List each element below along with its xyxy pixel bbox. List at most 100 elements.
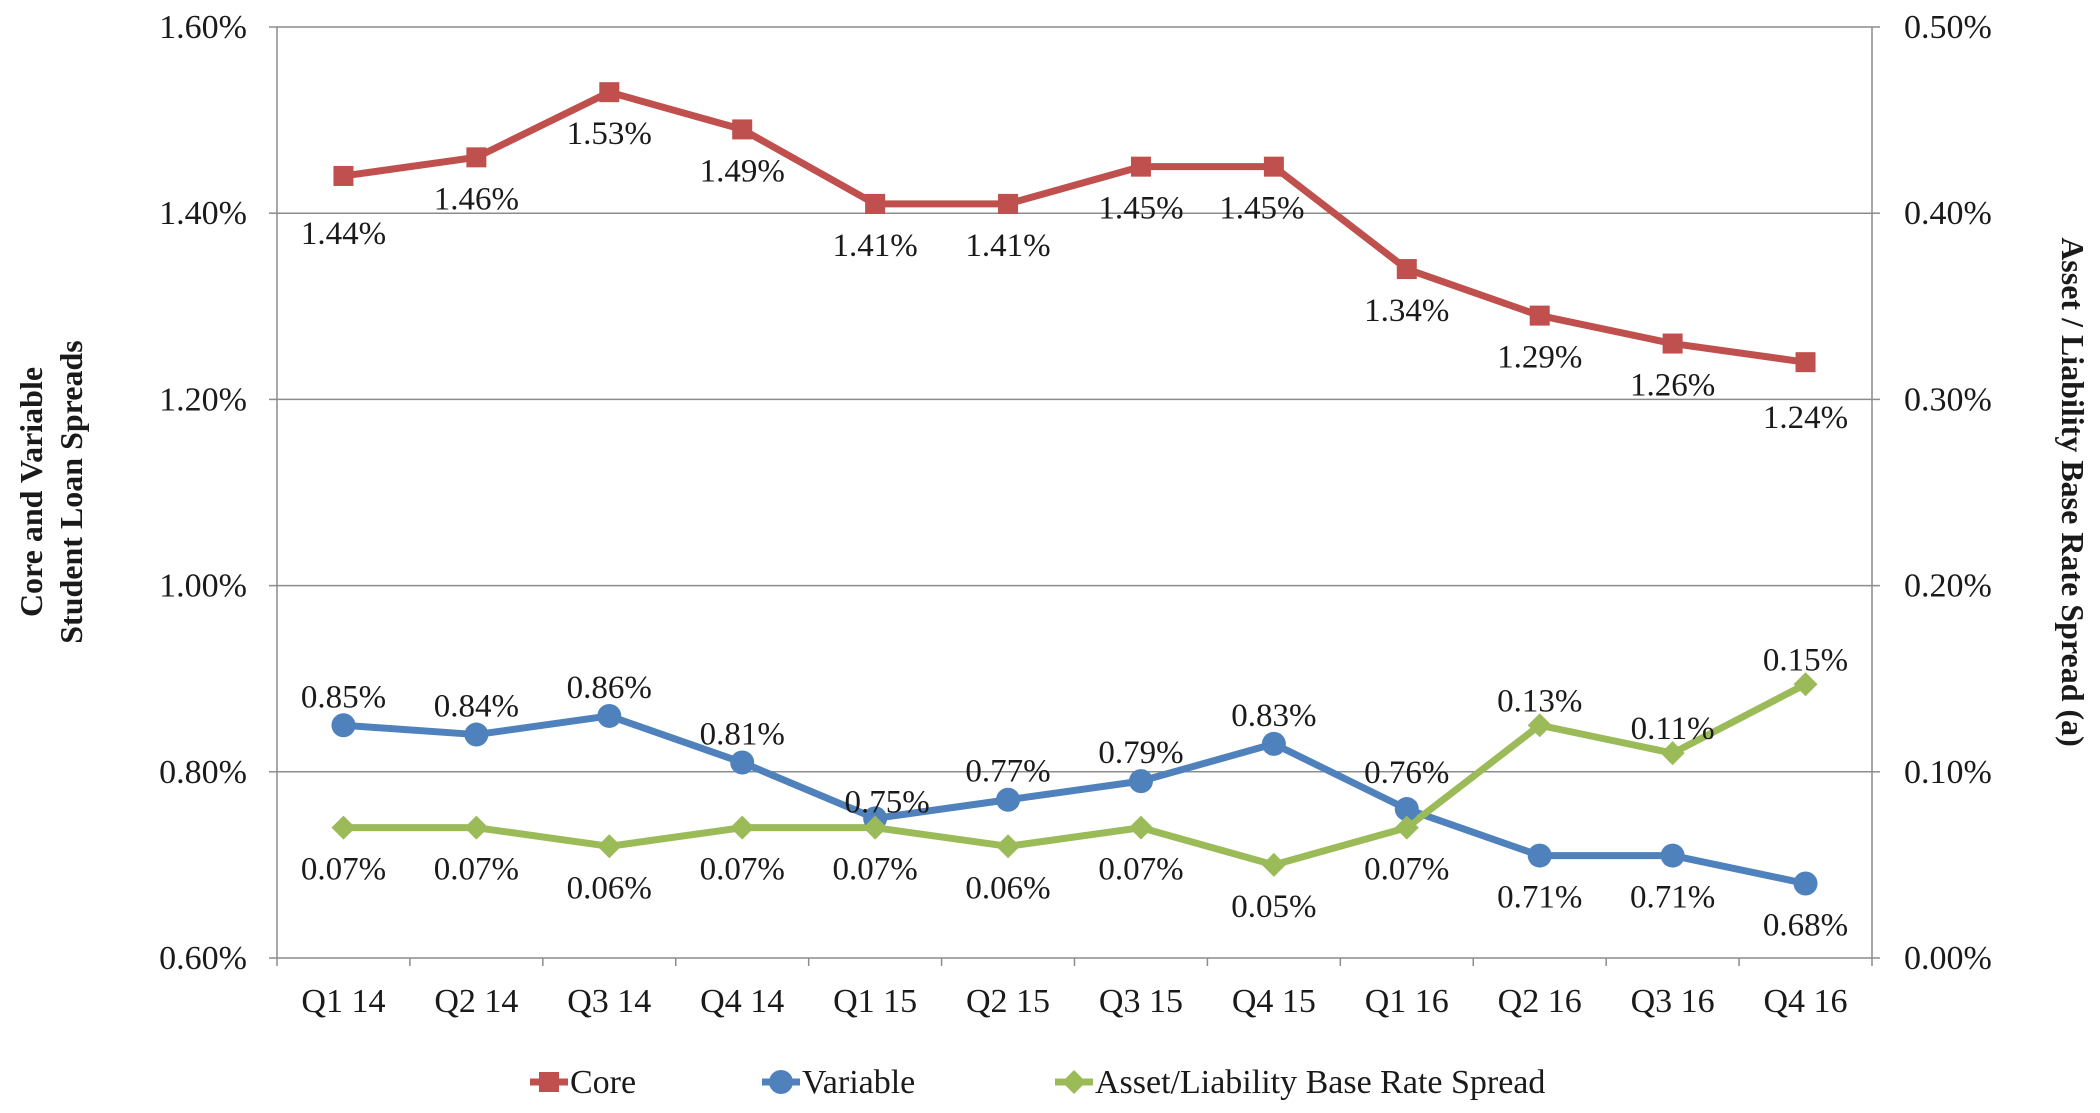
data-label: 0.06% — [965, 870, 1050, 906]
data-point — [730, 750, 755, 775]
data-point — [732, 119, 753, 140]
right-axis-ticks: 0.00% 0.10% 0.20% 0.30% 0.40% 0.50% — [1872, 9, 1992, 977]
data-label: 0.07% — [301, 852, 386, 888]
data-label: 0.71% — [1497, 880, 1582, 916]
data-label: 1.26% — [1630, 368, 1715, 404]
data-label: 0.13% — [1497, 683, 1582, 719]
right-tick-label: 0.20% — [1904, 568, 1992, 605]
axis-titles: Core and Variable Student Loan Spreads Ass… — [13, 237, 2091, 747]
data-label: 1.29% — [1497, 340, 1582, 376]
data-point — [865, 193, 886, 214]
data-point — [333, 165, 354, 186]
data-point — [597, 703, 622, 728]
series-line-core — [339, 88, 1810, 366]
data-label: 0.86% — [567, 670, 652, 706]
series-line-variable — [339, 712, 1810, 888]
data-point — [1261, 731, 1286, 756]
data-point — [1128, 769, 1153, 794]
x-category-label: Q1 14 — [301, 983, 385, 1020]
data-point — [331, 815, 356, 840]
left-tick-label: 1.00% — [159, 568, 247, 605]
legend-label: Core — [570, 1064, 636, 1101]
x-category-label: Q2 15 — [966, 983, 1050, 1020]
data-point — [599, 82, 620, 103]
left-axis-ticks: 0.60% 0.80% 1.00% 1.20% 1.40% 1.60% — [159, 9, 277, 977]
data-label: 1.41% — [833, 228, 918, 264]
data-point — [863, 815, 888, 840]
legend: Core Variable Asset/Liability Base Rate Sp… — [530, 1064, 1545, 1101]
data-point — [1793, 672, 1818, 697]
left-axis-title: Core and Variable Student Loan Spreads — [13, 340, 89, 644]
data-label: 0.68% — [1763, 908, 1848, 944]
right-tick-label: 0.00% — [1904, 940, 1992, 977]
gridlines — [277, 26, 1872, 773]
data-label: 0.85% — [301, 679, 386, 715]
data-label: 0.07% — [1098, 852, 1183, 888]
data-point — [1662, 333, 1683, 354]
data-label: 0.11% — [1631, 711, 1715, 747]
left-axis-title-line: Core and Variable — [13, 367, 49, 617]
legend-marker — [769, 1070, 793, 1094]
plot-frame — [276, 27, 1873, 959]
data-label: 1.45% — [1219, 191, 1304, 227]
data-labels: 1.44% 1.46% 1.53% 1.49% 1.41% 1.41% 1.45% 1.45%… — [301, 116, 1848, 943]
x-axis-categories: Q1 14 Q2 14 Q3 14 Q4 14 Q1 15 Q2 15 Q3 15 Q4 15… — [276, 958, 1873, 1020]
data-label: 0.05% — [1231, 889, 1316, 925]
data-label: 0.07% — [833, 852, 918, 888]
left-tick-label: 0.80% — [159, 754, 247, 791]
x-category-label: Q2 16 — [1498, 983, 1582, 1020]
left-tick-label: 0.60% — [159, 940, 247, 977]
x-category-label: Q2 14 — [434, 983, 518, 1020]
right-axis-title: Asset / Liability Base Rate Spread (a) — [2055, 237, 2091, 747]
data-point — [1793, 871, 1818, 896]
legend-marker — [539, 1072, 559, 1092]
data-point — [331, 713, 356, 738]
right-tick-label: 0.10% — [1904, 754, 1992, 791]
data-label: 0.06% — [567, 870, 652, 906]
data-point — [996, 787, 1021, 812]
data-label: 1.53% — [567, 116, 652, 152]
data-label: 0.07% — [434, 852, 519, 888]
data-point — [996, 834, 1021, 859]
data-label: 0.15% — [1763, 642, 1848, 678]
data-label: 0.81% — [700, 716, 785, 752]
right-tick-label: 0.30% — [1904, 381, 1992, 418]
data-point — [1795, 352, 1816, 373]
right-tick-label: 0.50% — [1904, 9, 1992, 46]
x-category-label: Q3 15 — [1099, 983, 1183, 1020]
data-label: 0.84% — [434, 689, 519, 725]
series-markers — [331, 82, 1818, 896]
left-tick-label: 1.60% — [159, 9, 247, 46]
data-point — [1529, 305, 1550, 326]
left-tick-label: 1.20% — [159, 381, 247, 418]
data-label: 1.44% — [301, 216, 386, 252]
x-category-label: Q4 16 — [1764, 983, 1848, 1020]
series-line-asset-liability-base-rate-spread — [339, 680, 1810, 869]
right-tick-label: 0.40% — [1904, 195, 1992, 232]
data-point — [466, 147, 487, 168]
x-category-label: Q4 14 — [700, 983, 784, 1020]
data-point — [1660, 843, 1685, 868]
data-label: 1.41% — [965, 228, 1050, 264]
data-point — [1130, 156, 1151, 177]
data-label: 0.75% — [845, 784, 930, 820]
data-label: 0.76% — [1364, 755, 1449, 791]
legend-label: Variable — [802, 1064, 915, 1101]
data-label: 0.07% — [700, 852, 785, 888]
data-label: 1.46% — [434, 181, 519, 217]
data-point — [1394, 815, 1419, 840]
data-point — [730, 815, 755, 840]
legend-label: Asset/Liability Base Rate Spread — [1095, 1064, 1545, 1101]
data-point — [1527, 843, 1552, 868]
data-label: 0.83% — [1231, 698, 1316, 734]
data-point — [1128, 815, 1153, 840]
x-category-label: Q1 16 — [1365, 983, 1449, 1020]
left-axis-title-line: Student Loan Spreads — [53, 340, 89, 644]
data-label: 1.34% — [1364, 293, 1449, 329]
data-point — [1660, 741, 1685, 766]
data-point — [1263, 156, 1284, 177]
data-label: 0.07% — [1364, 852, 1449, 888]
data-point — [1261, 852, 1286, 877]
legend-marker — [1062, 1070, 1086, 1094]
